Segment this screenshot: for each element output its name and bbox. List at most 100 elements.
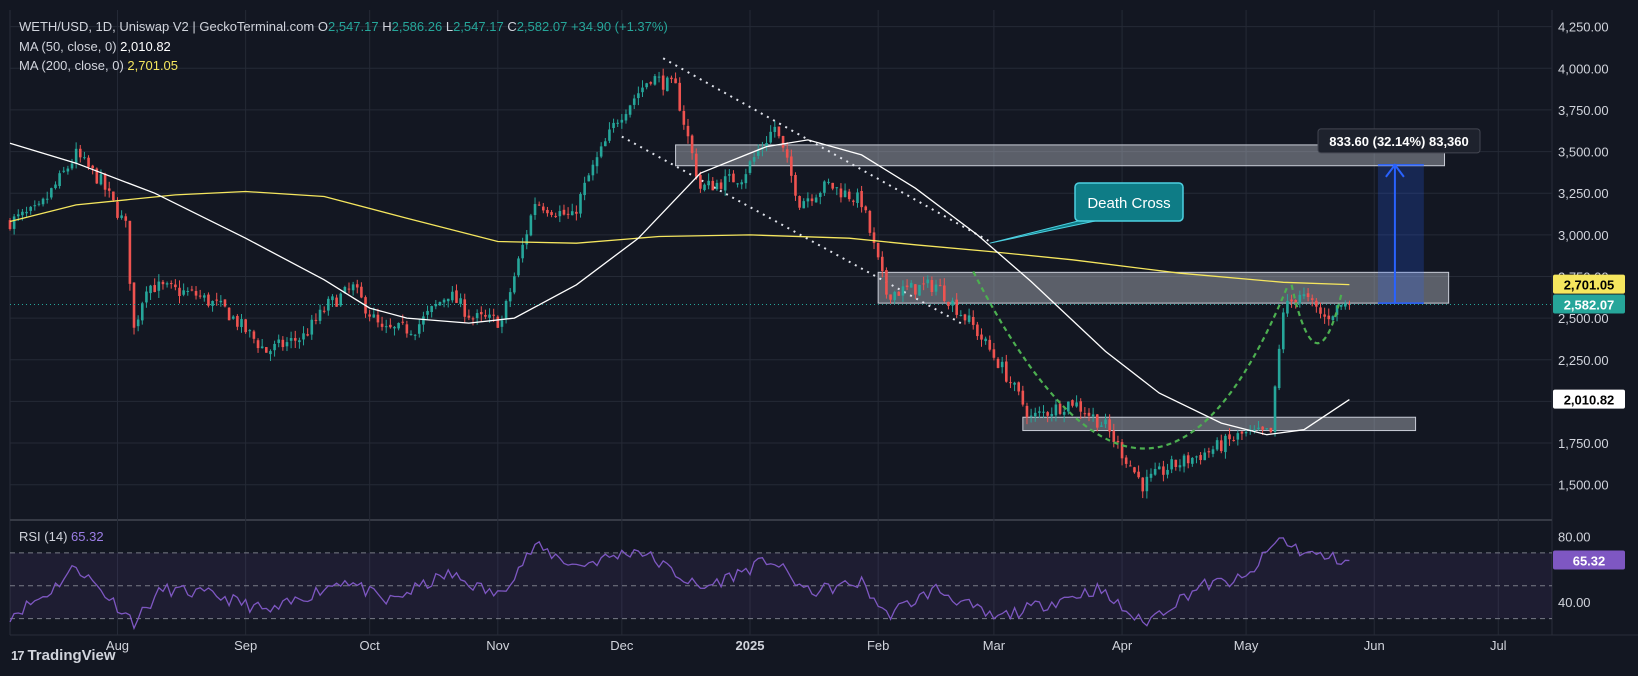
- candle-body: [190, 289, 194, 291]
- candle-body: [351, 284, 355, 291]
- candle: [1124, 455, 1128, 468]
- legend-ma50[interactable]: MA (50, close, 0) 2,010.82: [19, 39, 171, 54]
- candle-body: [422, 316, 425, 325]
- candle-body: [1331, 316, 1335, 321]
- candle-body: [872, 232, 876, 243]
- candle: [1133, 466, 1136, 474]
- candle: [971, 310, 975, 330]
- change-value: +34.90 (+1.37%): [570, 19, 668, 34]
- rsi-line: [9, 537, 1350, 631]
- candle: [327, 296, 330, 316]
- candle: [1244, 429, 1248, 437]
- candle: [33, 200, 37, 211]
- candle-body: [169, 283, 173, 285]
- candle: [1038, 406, 1041, 419]
- candle-body: [620, 119, 624, 123]
- candle-body: [1294, 299, 1297, 303]
- candle-body: [508, 292, 512, 302]
- open-label: O: [317, 19, 328, 34]
- candle: [149, 284, 152, 300]
- candle: [823, 180, 826, 196]
- candle: [723, 169, 727, 196]
- y-tick-label: 1,500.00: [1558, 478, 1609, 493]
- candle-body: [1100, 425, 1103, 427]
- candle: [314, 313, 318, 325]
- candle: [922, 276, 925, 291]
- candle-body: [314, 319, 318, 321]
- candle: [719, 179, 723, 190]
- candle-body: [1302, 294, 1306, 297]
- candle-body: [541, 206, 545, 211]
- legend-ma200[interactable]: MA (200, close, 0) 2,701.05: [19, 58, 178, 73]
- candle: [558, 205, 562, 223]
- measure-label: 833.60 (32.14%) 83,360: [1329, 134, 1469, 149]
- candle: [752, 152, 756, 165]
- candle-body: [1327, 315, 1331, 320]
- candle: [773, 121, 777, 138]
- candle-body: [827, 181, 830, 183]
- legend-rsi[interactable]: RSI (14) 65.32: [19, 529, 104, 544]
- candle: [194, 286, 198, 300]
- candle: [802, 198, 806, 209]
- candle: [1087, 408, 1091, 422]
- candle: [1000, 356, 1004, 374]
- y-tick-label: 2,250.00: [1558, 353, 1609, 368]
- candle: [839, 183, 843, 203]
- candle-body: [442, 299, 446, 303]
- candle: [624, 109, 628, 124]
- candle-body: [694, 153, 698, 177]
- candle-body: [1257, 427, 1260, 429]
- candle: [322, 306, 326, 314]
- candle-body: [1033, 412, 1037, 417]
- candle: [269, 349, 272, 362]
- candle: [190, 285, 194, 292]
- y-tick-label: 4,250.00: [1558, 20, 1609, 35]
- candle: [641, 80, 644, 98]
- candle-body: [66, 168, 70, 172]
- x-tick-label: Jun: [1364, 638, 1385, 653]
- candle-body: [1273, 386, 1277, 433]
- candle: [575, 205, 578, 221]
- candle-body: [140, 303, 144, 321]
- candle: [1021, 385, 1025, 407]
- candle: [231, 315, 235, 320]
- candle: [674, 72, 677, 84]
- candle: [1025, 402, 1029, 425]
- candle-body: [393, 326, 396, 329]
- price-axis-label-bg: [1553, 389, 1625, 409]
- candle-body: [909, 282, 913, 288]
- candle-body: [1149, 473, 1153, 478]
- candle: [1170, 455, 1173, 474]
- candle: [83, 151, 86, 160]
- candle: [914, 283, 917, 299]
- candle-body: [1104, 419, 1107, 425]
- candle: [463, 293, 467, 323]
- y-tick-label: 3,750.00: [1558, 103, 1609, 118]
- candle-body: [41, 198, 45, 205]
- price-axis-label-bg: [1553, 274, 1625, 294]
- candle: [120, 210, 123, 220]
- candle-body: [1091, 414, 1095, 417]
- candle-body: [153, 285, 156, 293]
- candle-body: [91, 165, 94, 169]
- candle-body: [1124, 457, 1128, 464]
- candle: [198, 289, 202, 299]
- x-tick-label: Apr: [1112, 638, 1133, 653]
- candle-body: [1315, 300, 1318, 307]
- candle-body: [240, 319, 243, 328]
- candle: [901, 280, 905, 303]
- candle-body: [1079, 401, 1083, 412]
- candle-body: [1191, 457, 1194, 464]
- candle: [401, 314, 405, 325]
- candle-body: [736, 183, 739, 185]
- candle: [508, 288, 512, 308]
- candle: [1310, 294, 1314, 307]
- candle-body: [1323, 314, 1326, 317]
- candle-body: [1095, 414, 1099, 428]
- candle-body: [649, 82, 653, 84]
- candle-body: [595, 157, 599, 167]
- candle: [620, 113, 624, 129]
- candle: [595, 151, 599, 174]
- candle-body: [769, 131, 772, 143]
